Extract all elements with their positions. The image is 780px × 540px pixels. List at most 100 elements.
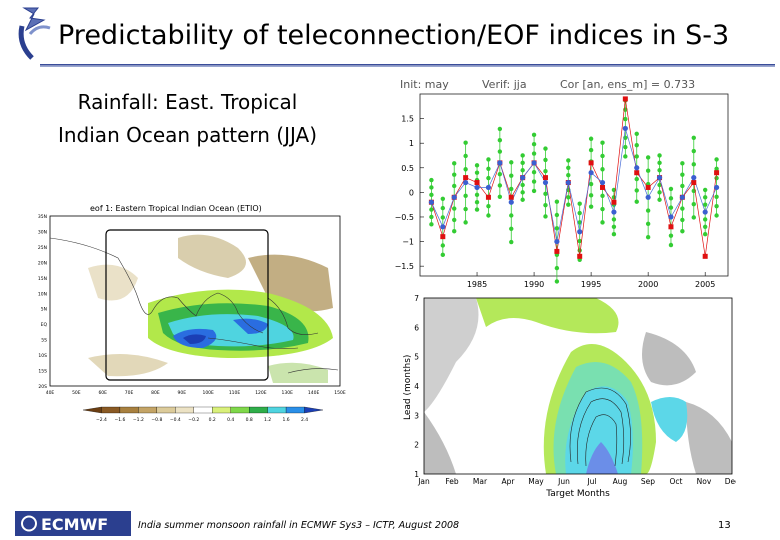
ts-ensemble-member-point — [463, 193, 468, 199]
ts-ensemble-member-point — [714, 194, 719, 200]
ts-analysis-point — [542, 175, 548, 181]
map-lat-label: 15S — [38, 369, 47, 375]
ts-ensemble-member-point — [509, 239, 514, 245]
colorbar-label: 0.8 — [246, 417, 253, 423]
ts-ensemble-member-point — [509, 213, 514, 218]
ts-ensemble-member-point — [691, 201, 696, 207]
ts-ensemble-member-point — [429, 222, 434, 227]
ts-analysis-point — [554, 248, 560, 254]
ts-ensemble-member-point — [497, 149, 503, 154]
ts-ensemble-mean-point — [634, 165, 640, 171]
ts-ensemble-member-point — [463, 167, 468, 172]
colorbar-label: −0.4 — [170, 417, 181, 423]
ts-ensemble-member-point — [714, 157, 719, 162]
lead-month-label: May — [528, 477, 544, 486]
ts-xtick-label: 1985 — [467, 280, 487, 289]
ts-ytick-label: −1.5 — [395, 262, 414, 271]
ts-ensemble-mean-point — [451, 194, 457, 200]
ts-ensemble-member-point — [554, 265, 560, 271]
colorbar-label: −0.2 — [188, 417, 199, 423]
map-lon-label: 40E — [46, 390, 55, 396]
ts-ensemble-member-point — [440, 205, 446, 211]
slide-subtitle: Rainfall: East. Tropical Indian Ocean pa… — [20, 86, 355, 152]
colorbar-swatch — [193, 406, 213, 414]
ts-ensemble-member-point — [680, 161, 685, 166]
ts-ensemble-member-point — [474, 170, 480, 175]
ts-ensemble-member-point — [452, 206, 457, 211]
map-lat-label: 20N — [38, 260, 47, 266]
ts-analysis-point — [622, 96, 628, 102]
map-lat-label: 25N — [38, 245, 47, 251]
ts-ensemble-member-point — [463, 153, 468, 159]
lead-x-axis-label: Target Months — [545, 489, 610, 499]
page-number: 13 — [718, 520, 731, 531]
ts-ensemble-member-point — [429, 207, 434, 212]
ts-ensemble-member-point — [497, 194, 503, 200]
ts-ensemble-member-point — [668, 233, 674, 238]
ts-ensemble-member-point — [520, 168, 525, 173]
ts-ensemble-member-point — [463, 206, 468, 212]
ts-ensemble-member-point — [440, 215, 446, 220]
ts-ytick-label: 1 — [409, 139, 414, 148]
ts-ensemble-member-point — [497, 171, 503, 177]
ts-ensemble-member-point — [600, 193, 605, 199]
lead-month-label: Mar — [473, 477, 488, 486]
ts-analysis-point — [645, 184, 651, 190]
ts-ensemble-member-point — [509, 173, 514, 178]
ts-ensemble-member-point — [474, 163, 480, 168]
ts-ensemble-member-point — [509, 160, 514, 165]
ts-ensemble-member-point — [452, 161, 457, 166]
ts-ensemble-member-point — [657, 168, 662, 173]
colorbar-swatch — [156, 406, 176, 414]
ts-ensemble-mean-point — [656, 175, 663, 181]
ts-ensemble-member-point — [702, 195, 708, 200]
ts-ensemble-member-point — [645, 168, 651, 173]
ts-ensemble-member-point — [611, 217, 617, 222]
ts-ensemble-member-point — [543, 146, 548, 151]
map-lat-label: 20S — [38, 384, 47, 390]
colorbar-swatch — [304, 406, 324, 414]
ts-ensemble-member-point — [474, 200, 480, 205]
ts-ensemble-member-point — [531, 151, 537, 156]
ts-ensemble-member-point — [452, 183, 457, 189]
ts-ensemble-mean-point — [679, 194, 685, 200]
ts-ensemble-member-point — [645, 234, 651, 240]
colorbar-swatch — [119, 406, 139, 414]
ts-analysis-point — [440, 234, 446, 240]
ts-ensemble-member-point — [543, 157, 548, 163]
colorbar-swatch — [230, 406, 250, 414]
map-lon-label: 100E — [202, 390, 214, 396]
ts-ensemble-mean-point — [474, 184, 480, 191]
ts-analysis-point — [702, 253, 708, 259]
lead-time-skill-chart: Lead (months) Target Months 1 2 3 4 5 6 7 Jan F… — [403, 294, 736, 499]
ts-ensemble-mean-point — [440, 224, 446, 230]
ts-analysis-point — [577, 253, 583, 259]
map-lon-label: 120E — [255, 390, 267, 396]
ts-ensemble-member-point — [554, 212, 560, 218]
ensemble-timeseries-chart: Init: may Verif: jja Cor [an, ens_m] = 0… — [395, 78, 729, 289]
ts-ensemble-member-point — [623, 154, 628, 159]
ts-ensemble-mean-point — [531, 160, 537, 166]
ts-ensemble-mean-point — [691, 175, 697, 181]
ts-ensemble-mean-point — [622, 125, 628, 132]
colorbar-label: 1.2 — [264, 417, 271, 423]
ts-ensemble-member-point — [531, 141, 537, 147]
map-lat-label: 30N — [38, 229, 47, 235]
ts-ensemble-member-point — [509, 226, 514, 231]
ts-ensemble-member-point — [463, 140, 468, 145]
colorbar-swatch — [249, 406, 268, 414]
ts-ensemble-mean-point — [542, 179, 549, 186]
ts-ensemble-member-point — [645, 155, 651, 160]
colorbar-label: 0.2 — [209, 417, 216, 423]
ts-analysis-point — [611, 199, 617, 205]
ts-ensemble-member-point — [554, 199, 560, 204]
ts-ensemble-member-point — [714, 213, 719, 218]
colorbar-swatch — [285, 406, 305, 414]
ts-ensemble-member-point — [429, 185, 434, 190]
lead-ytick-label: 3 — [414, 411, 419, 420]
map-contours — [88, 234, 333, 383]
ts-ensemble-member-point — [520, 153, 525, 158]
ts-analysis-point — [691, 180, 697, 186]
ts-ensemble-mean-point — [599, 179, 606, 186]
lead-ytick-label: 2 — [414, 441, 419, 450]
